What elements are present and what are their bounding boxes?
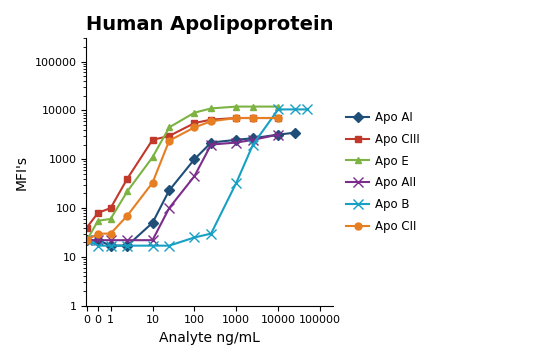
Apo CIII bbox=[95, 211, 102, 215]
Apo B bbox=[291, 107, 298, 112]
Apo AII bbox=[233, 140, 240, 145]
Apo AII bbox=[208, 143, 214, 147]
Line: Apo AI: Apo AI bbox=[83, 129, 298, 249]
Apo CII bbox=[149, 181, 156, 185]
Apo CIII bbox=[166, 134, 173, 138]
Apo CIII bbox=[83, 225, 90, 230]
Apo B bbox=[208, 231, 214, 236]
Apo AI bbox=[275, 132, 282, 137]
Apo CII bbox=[208, 119, 214, 123]
Apo CII bbox=[83, 238, 90, 242]
Apo AI bbox=[291, 131, 298, 135]
Apo AII bbox=[149, 238, 156, 242]
Apo B bbox=[250, 143, 256, 147]
Apo B bbox=[107, 243, 114, 248]
Line: Apo E: Apo E bbox=[83, 103, 282, 244]
Apo CIII bbox=[124, 176, 131, 181]
Apo AI bbox=[233, 138, 240, 142]
Line: Apo AII: Apo AII bbox=[82, 130, 283, 245]
Apo CII bbox=[95, 231, 102, 236]
Apo CII bbox=[107, 231, 114, 236]
Apo AII bbox=[124, 238, 131, 242]
Apo CIII bbox=[191, 121, 198, 125]
Line: Apo CII: Apo CII bbox=[83, 114, 282, 244]
Apo AI bbox=[107, 243, 114, 248]
Apo B bbox=[95, 243, 102, 248]
Apo B bbox=[275, 107, 282, 112]
Apo AII bbox=[166, 206, 173, 210]
Apo B bbox=[233, 181, 240, 185]
Apo E bbox=[83, 238, 90, 242]
Apo B bbox=[124, 243, 131, 248]
Apo AII bbox=[95, 238, 102, 242]
Apo E bbox=[166, 125, 173, 130]
Apo CIII bbox=[275, 116, 282, 120]
Apo AI bbox=[250, 136, 256, 140]
Apo AI bbox=[124, 243, 131, 248]
Apo B bbox=[191, 235, 198, 240]
Apo CIII bbox=[149, 138, 156, 142]
Apo CIII bbox=[208, 117, 214, 122]
Apo E bbox=[208, 106, 214, 111]
Apo AII bbox=[83, 238, 90, 242]
Apo B bbox=[304, 107, 311, 112]
Title: Human Apolipoprotein: Human Apolipoprotein bbox=[86, 15, 333, 34]
Apo E bbox=[107, 217, 114, 221]
Apo AII bbox=[275, 132, 282, 137]
Y-axis label: MFI's: MFI's bbox=[15, 154, 29, 189]
Apo AI bbox=[83, 238, 90, 242]
Apo CII bbox=[250, 116, 256, 120]
Apo CII bbox=[191, 125, 198, 130]
Apo E bbox=[95, 219, 102, 223]
Apo AII bbox=[107, 238, 114, 242]
Apo AI bbox=[166, 188, 173, 193]
Apo E bbox=[191, 111, 198, 115]
Apo CII bbox=[275, 116, 282, 120]
X-axis label: Analyte ng/mL: Analyte ng/mL bbox=[159, 331, 260, 345]
Apo B bbox=[83, 238, 90, 242]
Apo CII bbox=[166, 139, 173, 143]
Apo E bbox=[124, 189, 131, 194]
Apo AII bbox=[191, 174, 198, 178]
Apo CIII bbox=[250, 116, 256, 120]
Apo E bbox=[250, 104, 256, 109]
Legend: Apo AI, Apo CIII, Apo E, Apo AII, Apo B, Apo CII: Apo AI, Apo CIII, Apo E, Apo AII, Apo B,… bbox=[341, 106, 425, 238]
Line: Apo B: Apo B bbox=[82, 104, 312, 251]
Apo AI bbox=[95, 238, 102, 242]
Apo AI bbox=[208, 140, 214, 145]
Line: Apo CIII: Apo CIII bbox=[83, 114, 282, 231]
Apo AI bbox=[191, 157, 198, 161]
Apo CIII bbox=[233, 116, 240, 120]
Apo E bbox=[275, 104, 282, 109]
Apo CII bbox=[124, 213, 131, 218]
Apo E bbox=[233, 104, 240, 109]
Apo E bbox=[149, 155, 156, 159]
Apo B bbox=[166, 243, 173, 248]
Apo CIII bbox=[107, 206, 114, 210]
Apo AI bbox=[149, 221, 156, 225]
Apo B bbox=[149, 243, 156, 248]
Apo AII bbox=[250, 138, 256, 142]
Apo CII bbox=[233, 116, 240, 120]
